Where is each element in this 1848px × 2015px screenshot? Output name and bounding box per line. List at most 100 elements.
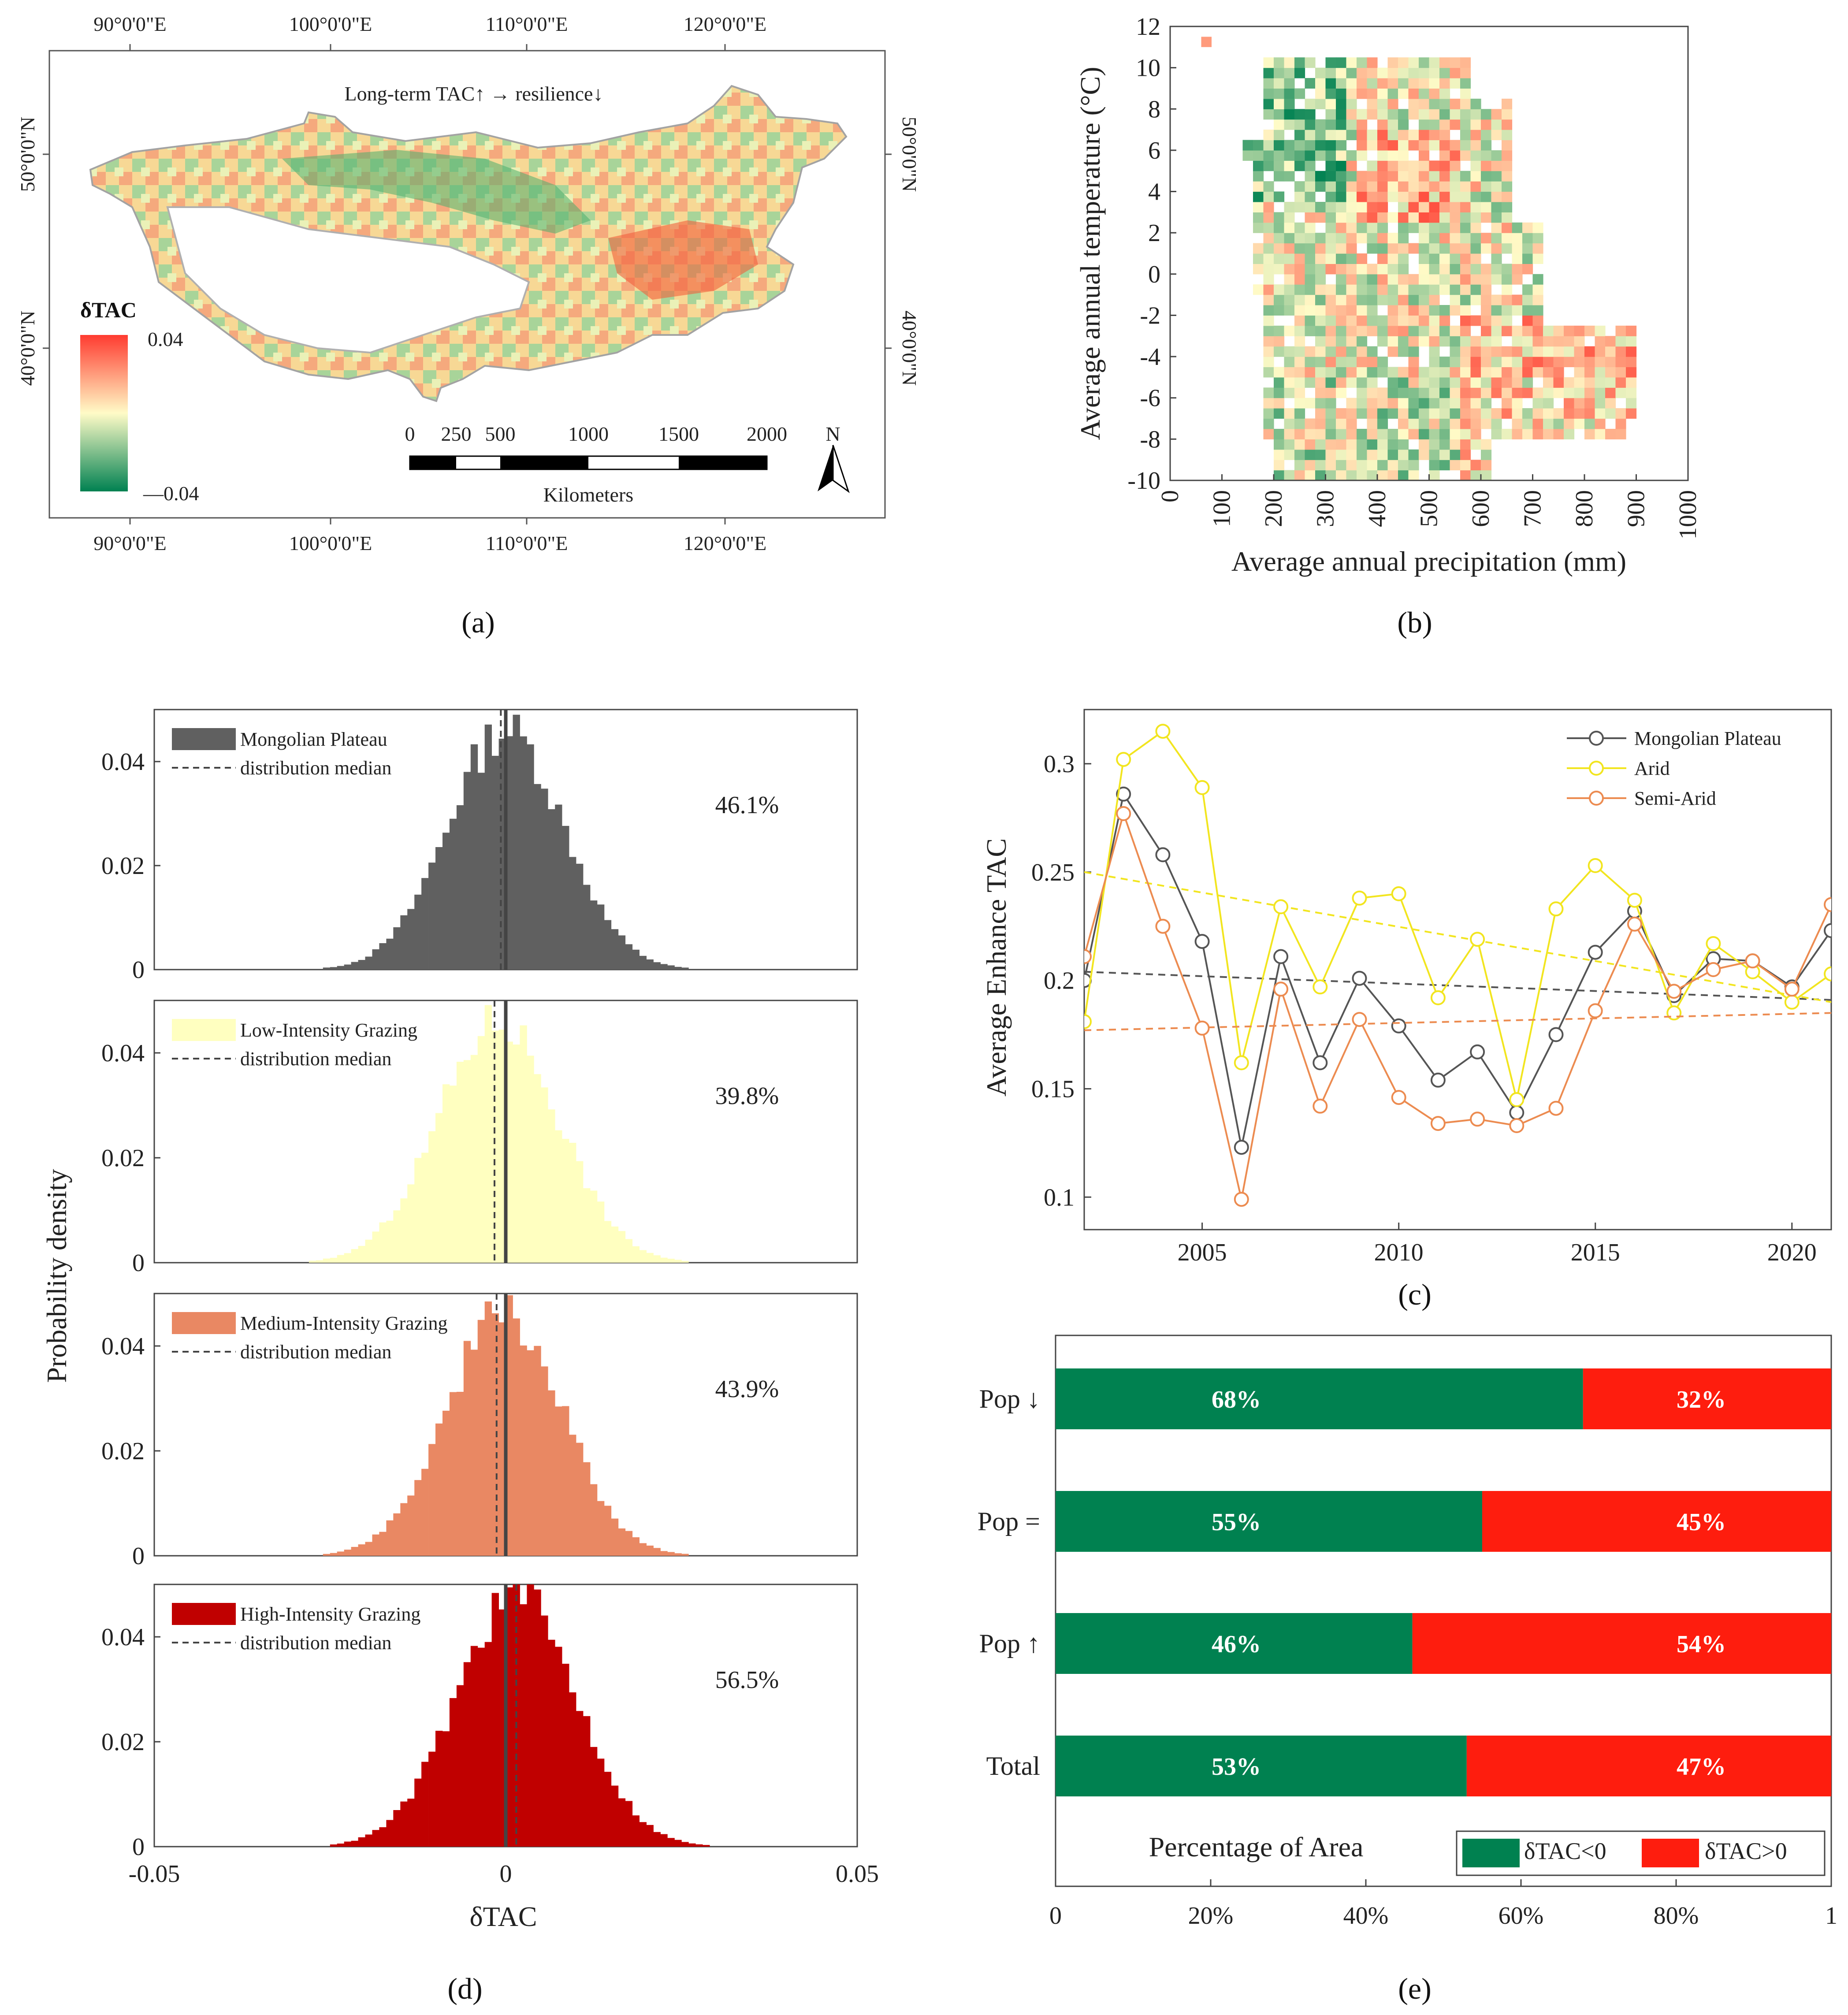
climate-cell bbox=[1377, 130, 1388, 141]
climate-cell bbox=[1336, 325, 1347, 336]
climate-cell bbox=[1398, 470, 1409, 481]
climate-cell bbox=[1429, 325, 1440, 336]
climate-cell bbox=[1336, 98, 1347, 109]
climate-cell bbox=[1325, 336, 1336, 347]
histogram-bar bbox=[611, 1518, 619, 1556]
climate-cell bbox=[1315, 212, 1326, 223]
climate-cell bbox=[1408, 325, 1419, 336]
climate-cell bbox=[1263, 181, 1274, 192]
climate-cell bbox=[1439, 336, 1450, 347]
climate-cell bbox=[1274, 57, 1285, 68]
histogram-bar bbox=[653, 1255, 661, 1263]
climate-cell bbox=[1336, 305, 1347, 316]
bar-label-positive: 54% bbox=[1677, 1631, 1726, 1658]
climate-cell bbox=[1408, 222, 1419, 233]
climate-cell bbox=[1419, 325, 1430, 336]
climate-cell bbox=[1398, 119, 1409, 130]
climate-cell bbox=[1439, 160, 1450, 171]
climate-cell bbox=[1263, 325, 1274, 336]
climate-cell bbox=[1367, 109, 1378, 120]
climate-cell bbox=[1346, 315, 1357, 326]
climate-cell bbox=[1419, 367, 1430, 378]
climate-cell bbox=[1398, 439, 1409, 450]
histogram-bar bbox=[372, 1534, 379, 1556]
climate-cell bbox=[1398, 222, 1409, 233]
climate-cell bbox=[1377, 243, 1388, 254]
climate-cell bbox=[1367, 284, 1378, 295]
histogram-bar bbox=[520, 1025, 527, 1263]
legend-swatch-positive bbox=[1642, 1839, 1699, 1867]
climate-cell bbox=[1502, 109, 1513, 120]
climate-cell bbox=[1253, 150, 1264, 161]
climate-cell bbox=[1502, 429, 1513, 439]
climate-cell bbox=[1450, 181, 1461, 192]
x-tick-label: 60% bbox=[1498, 1902, 1544, 1929]
lon-label: 120°0'0"E bbox=[684, 532, 767, 554]
climate-cell bbox=[1419, 78, 1430, 89]
y-tick-label: -10 bbox=[1127, 467, 1160, 494]
climate-cell bbox=[1263, 160, 1274, 171]
climate-cell bbox=[1491, 212, 1502, 223]
climate-cell bbox=[1398, 160, 1409, 171]
climate-cell bbox=[1305, 243, 1316, 254]
legend-label: Low-Intensity Grazing bbox=[240, 1019, 417, 1041]
climate-cell bbox=[1522, 377, 1533, 388]
climate-cell bbox=[1387, 243, 1398, 254]
histogram-bar bbox=[323, 967, 331, 970]
y-axis-label: Average Enhance TAC bbox=[981, 838, 1012, 1097]
climate-cell bbox=[1325, 222, 1336, 233]
climate-cell bbox=[1377, 294, 1388, 305]
panel-tag-c: (c) bbox=[1398, 1278, 1431, 1311]
climate-cell bbox=[1595, 377, 1606, 388]
climate-cell bbox=[1346, 274, 1357, 285]
climate-cell bbox=[1305, 470, 1316, 481]
climate-cell bbox=[1367, 315, 1378, 326]
colorbar-max-label: 0.04 bbox=[148, 328, 183, 350]
climate-cell bbox=[1398, 243, 1409, 254]
climate-cell bbox=[1481, 439, 1492, 450]
histogram-bar bbox=[625, 944, 633, 970]
climate-cell bbox=[1460, 57, 1471, 68]
climate-cell bbox=[1626, 367, 1637, 378]
climate-cell bbox=[1398, 346, 1409, 357]
climate-cell bbox=[1387, 130, 1398, 141]
climate-cell bbox=[1408, 98, 1419, 109]
histogram-bar bbox=[477, 1320, 485, 1556]
climate-cell bbox=[1595, 429, 1606, 439]
histogram-bar bbox=[330, 1257, 338, 1263]
climate-cell bbox=[1377, 336, 1388, 347]
climate-cell bbox=[1450, 294, 1461, 305]
climate-cell bbox=[1387, 150, 1398, 161]
climate-cell bbox=[1502, 222, 1513, 233]
climate-cell bbox=[1439, 150, 1450, 161]
climate-cell bbox=[1367, 191, 1378, 202]
climate-cell bbox=[1274, 150, 1285, 161]
data-point bbox=[1706, 962, 1721, 977]
climate-cell bbox=[1284, 140, 1295, 151]
climate-cell bbox=[1450, 408, 1461, 419]
lat-label: 50°0'0"N bbox=[16, 117, 39, 192]
climate-cell bbox=[1274, 387, 1285, 398]
climate-cell bbox=[1274, 98, 1285, 109]
bar-positive bbox=[1583, 1368, 1831, 1429]
climate-cell bbox=[1357, 460, 1368, 471]
data-point bbox=[1824, 923, 1831, 938]
x-axis-label: Average annual precipitation (mm) bbox=[1231, 546, 1626, 577]
climate-cell bbox=[1532, 315, 1543, 326]
histogram-bar bbox=[463, 1341, 471, 1556]
climate-cell bbox=[1481, 357, 1492, 368]
climate-cell bbox=[1470, 315, 1481, 326]
climate-cell bbox=[1574, 398, 1585, 409]
climate-cell bbox=[1419, 264, 1430, 275]
legend-marker bbox=[1589, 761, 1604, 776]
data-point bbox=[1352, 890, 1367, 906]
climate-cell bbox=[1615, 408, 1626, 419]
y-tick-label: 0.3 bbox=[1044, 751, 1075, 778]
climate-cell bbox=[1336, 429, 1347, 439]
climate-cell bbox=[1460, 140, 1471, 151]
climate-cell bbox=[1387, 109, 1398, 120]
climate-cell bbox=[1522, 315, 1533, 326]
histogram-bar bbox=[583, 885, 591, 970]
climate-cell bbox=[1450, 67, 1461, 78]
